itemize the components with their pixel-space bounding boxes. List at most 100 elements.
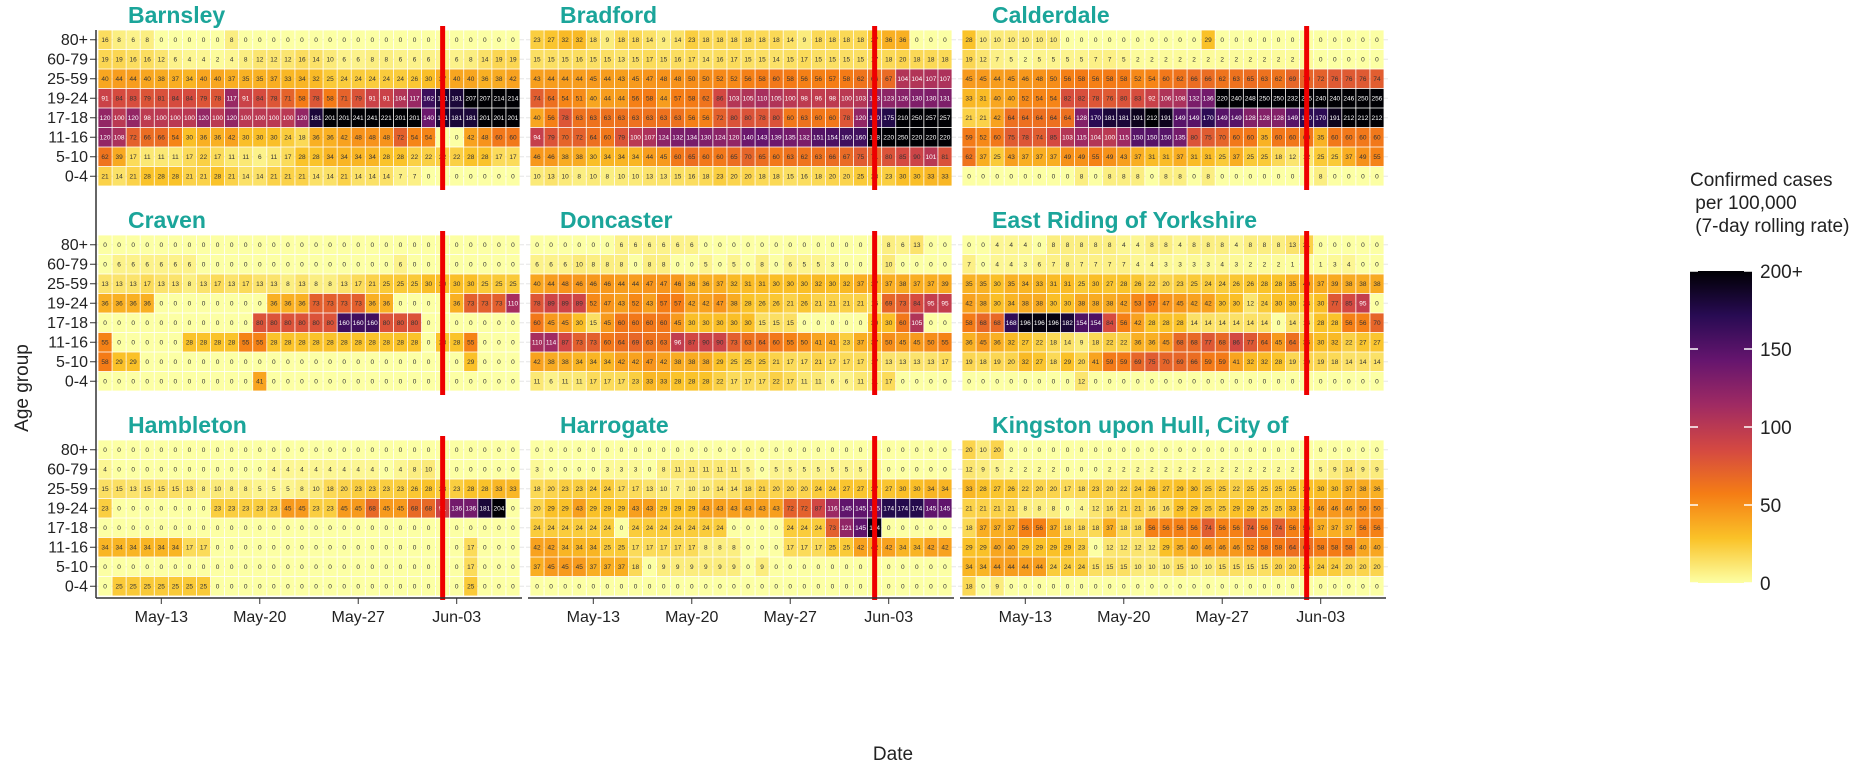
cell-value-label: 0 (230, 262, 234, 269)
cell-value-label: 4 (995, 242, 999, 249)
cell-value-label: 16 (1162, 506, 1170, 513)
cell-value-label: 145 (940, 506, 951, 513)
cell-value-label: 6 (145, 262, 149, 269)
cell-value-label: 27 (1162, 486, 1170, 493)
cell-value-label: 10 (994, 37, 1002, 44)
cell-value-label: 30 (702, 320, 710, 327)
heatmap-cell (1159, 69, 1173, 89)
y-tick-label: 11-16 (48, 129, 88, 146)
cell-value-label: 0 (1094, 174, 1098, 181)
cell-value-label: 96 (674, 340, 682, 347)
cell-value-label: 0 (216, 564, 220, 571)
heatmap-cell (530, 88, 544, 108)
heatmap-cell (699, 88, 713, 108)
cell-value-label: 60 (1289, 135, 1297, 142)
heatmap-cell (1215, 108, 1229, 128)
cell-value-label: 74 (1205, 525, 1213, 532)
cell-value-label: 3 (535, 467, 539, 474)
cell-value-label: 34 (326, 154, 334, 161)
cell-value-label: 92 (1148, 96, 1156, 103)
cell-value-label: 5 (286, 486, 290, 493)
cell-value-label: 24 (604, 525, 612, 532)
cell-value-label: 28 (979, 486, 987, 493)
cell-value-label: 31 (1162, 154, 1170, 161)
cell-value-label: 24 (829, 486, 837, 493)
cell-value-label: 53 (1134, 301, 1142, 308)
cell-value-label: 0 (1319, 584, 1323, 591)
cell-value-label: 0 (535, 447, 539, 454)
heatmap-cell (1103, 88, 1117, 108)
cell-value-label: 0 (159, 467, 163, 474)
cell-value-label: 0 (1375, 174, 1379, 181)
cell-value-label: 13 (899, 359, 907, 366)
cell-value-label: 37 (927, 281, 935, 288)
heatmap-cell (1131, 108, 1145, 128)
cell-value-label: 117 (226, 96, 237, 103)
heatmap-cell (783, 49, 797, 69)
cell-value-label: 32 (1022, 359, 1030, 366)
cell-value-label: 12 (158, 57, 166, 64)
cell-value-label: 0 (967, 174, 971, 181)
cell-value-label: 0 (216, 447, 220, 454)
cell-value-label: 98 (801, 96, 809, 103)
cell-value-label: 30 (773, 281, 781, 288)
cell-value-label: 24 (632, 525, 640, 532)
cell-value-label: 0 (497, 564, 501, 571)
cell-value-label: 17 (1064, 486, 1072, 493)
cell-value-label: 23 (453, 486, 461, 493)
cell-value-label: 0 (887, 525, 891, 532)
cell-value-label: 50 (1050, 76, 1058, 83)
cell-value-label: 29 (1205, 37, 1213, 44)
cell-value-label: 0 (511, 320, 515, 327)
cell-value-label: 18 (965, 525, 973, 532)
heatmap-cell (365, 147, 379, 167)
heatmap-cell (1046, 88, 1061, 108)
cell-value-label: 0 (117, 447, 121, 454)
cell-value-label: 6 (662, 242, 666, 249)
cell-value-label: 40 (453, 76, 461, 83)
heatmap-cell (126, 88, 140, 108)
cell-value-label: 45 (284, 506, 292, 513)
cell-value-label: 160 (339, 320, 350, 327)
cell-value-label: 17 (744, 379, 752, 386)
cell-value-label: 0 (497, 467, 501, 474)
heatmap-cell (351, 88, 365, 108)
cell-value-label: 38 (562, 154, 570, 161)
cell-value-label: 2 (1023, 57, 1027, 64)
cell-value-label: 56 (1190, 525, 1198, 532)
heatmap-cell (393, 49, 408, 69)
cell-value-label: 72 (787, 506, 795, 513)
cell-value-label: 41 (1233, 359, 1241, 366)
cell-value-label: 58 (101, 359, 109, 366)
cell-value-label: 58 (1345, 545, 1353, 552)
cell-value-label: 34 (130, 545, 138, 552)
cell-value-label: 0 (483, 467, 487, 474)
cell-value-label: 9 (732, 564, 736, 571)
cell-value-label: 0 (483, 37, 487, 44)
cell-value-label: 11 (534, 379, 541, 386)
cell-value-label: 7 (1052, 262, 1056, 269)
heatmap-cell (811, 108, 825, 128)
cell-value-label: 63 (604, 115, 612, 122)
cell-value-label: 37 (1008, 525, 1016, 532)
cell-value-label: 34 (172, 545, 180, 552)
cell-value-label: 0 (943, 320, 947, 327)
cell-value-label: 0 (1361, 57, 1365, 64)
cell-value-label: 0 (427, 340, 431, 347)
cell-value-label: 30 (1050, 301, 1058, 308)
cell-value-label: 23 (242, 506, 250, 513)
cell-value-label: 59 (965, 135, 973, 142)
cell-value-label: 6 (788, 262, 792, 269)
cell-value-label: 34 (1008, 301, 1016, 308)
cell-value-label: 20 (1162, 281, 1170, 288)
cell-value-label: 43 (702, 506, 710, 513)
cell-value-label: 60 (660, 320, 668, 327)
cell-value-label: 6 (174, 262, 178, 269)
cell-value-label: 29 (604, 506, 612, 513)
cell-value-label: 56 (1176, 525, 1184, 532)
cell-value-label: 37 (1022, 154, 1030, 161)
cell-value-label: 37 (857, 281, 865, 288)
cell-value-label: 14 (716, 486, 724, 493)
cell-value-label: 0 (469, 379, 473, 386)
heatmap-cell (379, 49, 393, 69)
